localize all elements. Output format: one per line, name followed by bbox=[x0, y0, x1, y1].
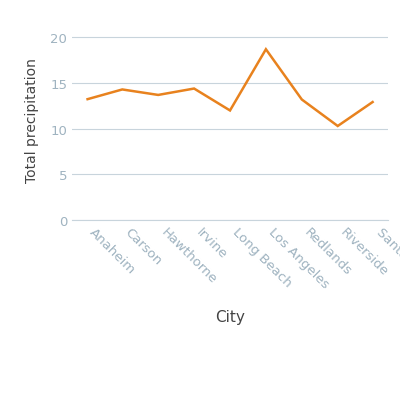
Y-axis label: Total precipitation: Total precipitation bbox=[25, 58, 39, 182]
X-axis label: City: City bbox=[215, 309, 245, 324]
